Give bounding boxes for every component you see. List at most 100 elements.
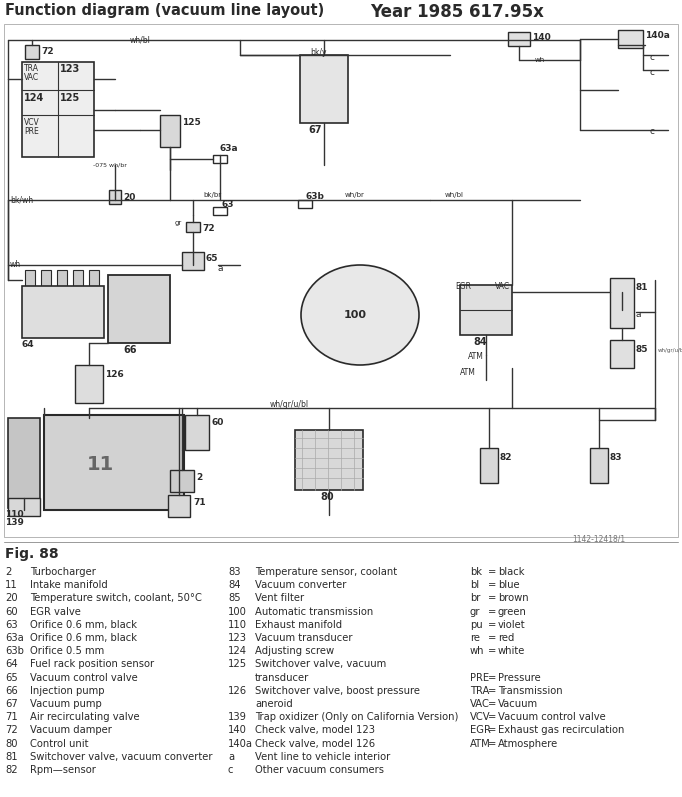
Text: wh/bl: wh/bl	[445, 192, 464, 198]
Text: Year 1985 617.95x: Year 1985 617.95x	[370, 3, 544, 21]
Bar	[213, 207, 227, 215]
Text: 81: 81	[5, 752, 18, 762]
Text: Check valve, model 123: Check valve, model 123	[255, 725, 375, 736]
Text: 11: 11	[87, 455, 114, 474]
Bar	[618, 30, 643, 48]
Text: 124: 124	[228, 646, 247, 656]
Bar	[213, 155, 227, 163]
Bar	[25, 45, 39, 59]
Bar	[508, 32, 530, 46]
Text: 72: 72	[202, 224, 215, 233]
Text: Pressure: Pressure	[498, 673, 541, 682]
Text: white: white	[498, 646, 525, 656]
Bar	[170, 470, 194, 492]
Bar	[168, 495, 190, 517]
Text: wh/br: wh/br	[345, 192, 365, 198]
Text: 83: 83	[228, 567, 241, 577]
Text: a: a	[228, 752, 234, 762]
Text: Exhaust gas recirculation: Exhaust gas recirculation	[498, 725, 625, 736]
Text: Vacuum pump: Vacuum pump	[30, 699, 102, 709]
Text: wh/gr/u/bl: wh/gr/u/bl	[658, 347, 682, 352]
Text: gr: gr	[175, 220, 182, 226]
Text: =: =	[488, 567, 496, 577]
Bar	[25, 270, 35, 286]
Text: 85: 85	[636, 345, 649, 354]
Text: 1142-12418/1: 1142-12418/1	[572, 534, 625, 543]
Text: 84: 84	[473, 337, 487, 347]
Text: wh: wh	[535, 57, 545, 63]
Text: c: c	[650, 68, 655, 77]
Bar	[108, 275, 170, 343]
Text: green: green	[498, 607, 527, 617]
Text: Injection pump: Injection pump	[30, 685, 104, 696]
Bar	[75, 365, 103, 403]
Text: 126: 126	[105, 370, 123, 379]
Text: 83: 83	[610, 453, 623, 462]
Text: 67: 67	[308, 125, 322, 135]
Text: 139: 139	[228, 713, 247, 722]
Text: VAC: VAC	[470, 699, 490, 709]
Text: transducer: transducer	[255, 673, 309, 682]
Text: 110: 110	[5, 510, 24, 519]
Text: Check valve, model 126: Check valve, model 126	[255, 739, 375, 748]
Text: 63b: 63b	[5, 646, 24, 656]
Text: Control unit: Control unit	[30, 739, 89, 748]
Text: Vent line to vehicle interior: Vent line to vehicle interior	[255, 752, 390, 762]
Text: Vacuum: Vacuum	[498, 699, 538, 709]
Text: VCV: VCV	[470, 713, 490, 722]
Text: EGR: EGR	[455, 282, 471, 291]
Text: 140a: 140a	[645, 31, 670, 40]
Text: 72: 72	[5, 725, 18, 736]
Text: aneroid: aneroid	[255, 699, 293, 709]
Text: 126: 126	[228, 685, 247, 696]
Text: 100: 100	[344, 310, 366, 320]
Bar	[610, 340, 634, 368]
Text: 60: 60	[211, 418, 224, 427]
Text: 71: 71	[193, 498, 206, 507]
Text: 66: 66	[123, 345, 137, 355]
Text: 64: 64	[5, 659, 18, 669]
Text: ATM: ATM	[470, 739, 491, 748]
Text: EGR: EGR	[470, 725, 491, 736]
Text: 125: 125	[228, 659, 247, 669]
Text: Adjusting screw: Adjusting screw	[255, 646, 334, 656]
Bar	[590, 448, 608, 483]
Text: 110: 110	[228, 620, 247, 630]
Bar	[160, 115, 180, 147]
Text: bk/br: bk/br	[203, 192, 221, 198]
Text: 80: 80	[320, 492, 333, 502]
Text: 123: 123	[228, 633, 247, 643]
Text: 139: 139	[5, 518, 24, 527]
Bar	[186, 222, 200, 232]
Text: =: =	[488, 580, 496, 591]
Text: =: =	[488, 713, 496, 722]
Text: wh/gr/u/bl: wh/gr/u/bl	[270, 400, 309, 409]
Text: Transmission: Transmission	[498, 685, 563, 696]
Text: 123: 123	[60, 64, 80, 74]
Bar	[298, 200, 312, 208]
Text: 63: 63	[5, 620, 18, 630]
Text: wh: wh	[470, 646, 484, 656]
Text: bl: bl	[470, 580, 479, 591]
Text: Atmosphere: Atmosphere	[498, 739, 559, 748]
Text: Temperature switch, coolant, 50°C: Temperature switch, coolant, 50°C	[30, 594, 202, 603]
Text: Vacuum control valve: Vacuum control valve	[30, 673, 138, 682]
Text: 85: 85	[228, 594, 241, 603]
Text: 20: 20	[5, 594, 18, 603]
Text: violet: violet	[498, 620, 526, 630]
Bar	[22, 286, 104, 338]
Text: 2: 2	[5, 567, 12, 577]
Text: gr: gr	[470, 607, 481, 617]
Text: bk: bk	[470, 567, 482, 577]
Text: blue: blue	[498, 580, 520, 591]
Text: 124: 124	[24, 93, 44, 103]
Text: Other vacuum consumers: Other vacuum consumers	[255, 765, 384, 775]
Text: black: black	[498, 567, 524, 577]
Text: TRA: TRA	[470, 685, 490, 696]
Text: Vacuum control valve: Vacuum control valve	[498, 713, 606, 722]
Text: =: =	[488, 699, 496, 709]
Text: 63a: 63a	[5, 633, 24, 643]
Text: 140: 140	[228, 725, 247, 736]
Bar	[57, 270, 67, 286]
Text: =: =	[488, 725, 496, 736]
